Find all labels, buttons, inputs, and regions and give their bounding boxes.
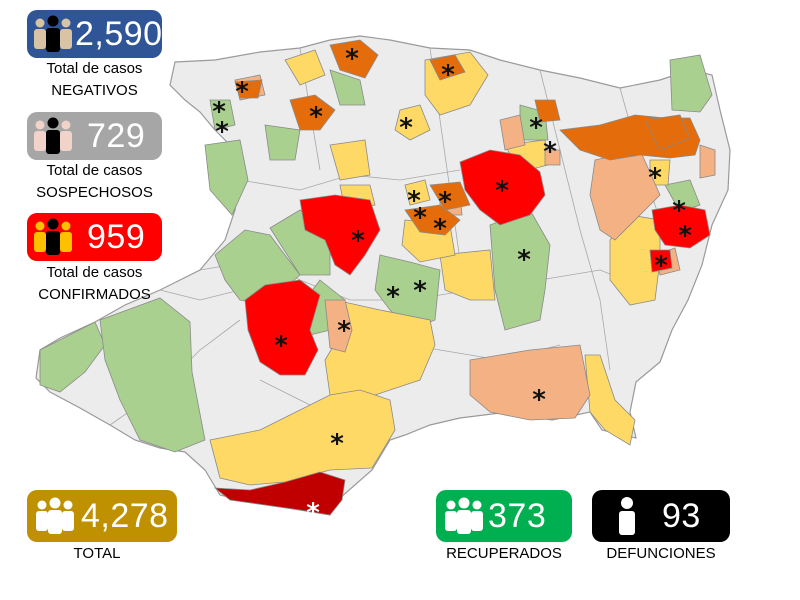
death-marker: * (532, 384, 546, 415)
death-marker: * (413, 275, 427, 306)
death-marker: * (433, 213, 447, 244)
people-icon (34, 117, 72, 154)
sospechosos-caption-line2: SOSPECHOSOS (36, 184, 153, 201)
death-marker: * (386, 281, 400, 312)
death-marker: * (517, 244, 531, 275)
death-marker: * (441, 59, 455, 90)
death-marker: * (212, 96, 226, 127)
death-marker: * (345, 43, 359, 74)
people-icon (445, 497, 483, 534)
red-municipalities (244, 149, 711, 376)
death-marker: * (337, 315, 351, 346)
death-marker: * (330, 428, 344, 459)
sospechosos-value: 729 (87, 117, 146, 155)
death-marker: * (648, 162, 662, 193)
death-marker: * (438, 186, 452, 217)
defunciones-caption: DEFUNCIONES (606, 545, 716, 562)
negativos-caption-line2: NEGATIVOS (51, 82, 138, 99)
death-marker: * (306, 497, 320, 528)
death-marker: * (654, 250, 668, 281)
people-icon (36, 497, 74, 534)
green-municipalities (39, 54, 713, 453)
total-value: 4,278 (81, 497, 169, 535)
death-marker: * (351, 225, 365, 256)
recuperados-badge: 373 (436, 490, 572, 542)
sospechosos-caption-line1: Total de casos (46, 162, 143, 179)
negativos-value: 2,590 (75, 15, 163, 53)
negativos-caption-line1: Total de casos (46, 60, 143, 77)
death-marker: * (495, 175, 509, 206)
death-marker: * (678, 220, 692, 251)
death-marker: * (309, 101, 323, 132)
death-marker: * (274, 330, 288, 361)
people-icon (34, 15, 72, 52)
people-icon (34, 218, 72, 255)
confirmados-value: 959 (87, 218, 146, 256)
sospechosos-badge: 729 (27, 112, 162, 160)
confirmados-caption-line2: CONFIRMADOS (38, 286, 151, 303)
death-marker: * (235, 76, 249, 107)
death-marker: * (407, 185, 421, 216)
defunciones-value: 93 (662, 497, 701, 535)
death-marker: * (529, 112, 543, 143)
total-caption: TOTAL (73, 545, 121, 562)
recuperados-value: 373 (488, 497, 547, 535)
death-marker: * (215, 116, 229, 147)
person-icon (619, 497, 635, 535)
death-marker: * (399, 112, 413, 143)
dark-orange-municipalities (234, 39, 701, 236)
confirmados-badge: 959 (27, 213, 162, 261)
death-marker: * (672, 195, 686, 226)
dark-red-municipalities (213, 471, 346, 516)
death-marker: * (543, 136, 557, 167)
confirmados-caption-line1: Total de casos (46, 264, 143, 281)
death-marker: * (413, 202, 427, 233)
defunciones-badge: 93 (592, 490, 730, 542)
sospechosos-caption: Total de casos SOSPECHOSOS (27, 160, 162, 204)
total-badge: 4,278 (27, 490, 177, 542)
negativos-caption: Total de casos NEGATIVOS (27, 58, 162, 102)
recuperados-caption: RECUPERADOS (446, 545, 562, 562)
confirmados-caption: Total de casos CONFIRMADOS (27, 262, 162, 306)
negativos-badge: 2,590 (27, 10, 162, 58)
